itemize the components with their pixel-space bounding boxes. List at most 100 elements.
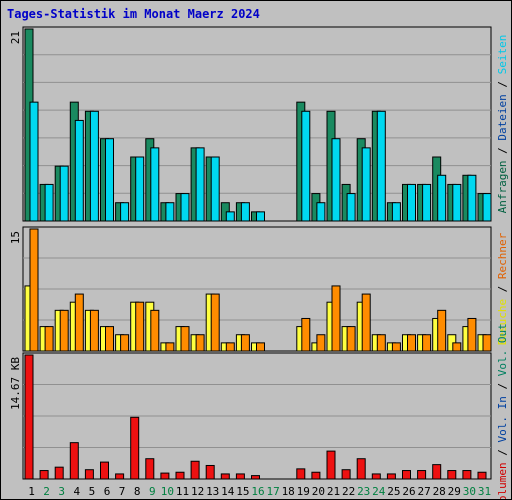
bar-rechner-day-13 [210, 293, 220, 352]
bar-volumen-day-13 [205, 464, 215, 480]
legend-separator: / [496, 376, 509, 396]
bar-dateien-day-12 [195, 147, 205, 222]
legend-entry-besuche: Besuche [496, 299, 509, 345]
bar-volumen-day-16 [251, 475, 260, 480]
x-tick-day-15: 15 [236, 485, 249, 498]
bar-volumen-day-10 [160, 472, 170, 480]
bar-rechner-day-9 [150, 309, 160, 352]
bar-volumen-day-24 [371, 473, 381, 480]
bar-dateien-day-20 [316, 202, 326, 222]
bar-rechner-day-19 [301, 317, 311, 352]
legend-separator: / [496, 442, 509, 462]
bar-rechner-day-27 [422, 334, 432, 352]
bar-dateien-day-30 [467, 174, 477, 222]
bar-volumen-day-27 [417, 470, 427, 480]
bar-dateien-day-13 [210, 156, 220, 222]
x-tick-day-23: 23 [357, 485, 370, 498]
x-tick-day-29: 29 [448, 485, 461, 498]
bar-rechner-day-21 [331, 285, 341, 352]
bar-rechner-day-8 [135, 301, 145, 352]
legend-entry-dateien: Dateien [496, 94, 509, 140]
x-tick-day-3: 3 [58, 485, 65, 498]
x-tick-day-27: 27 [417, 485, 430, 498]
x-tick-day-18: 18 [282, 485, 295, 498]
x-tick-day-22: 22 [342, 485, 355, 498]
bar-dateien-day-27 [422, 183, 432, 222]
bar-volumen-day-8 [130, 416, 140, 480]
bar-rechner-day-22 [346, 326, 356, 352]
bar-dateien-day-19 [301, 110, 311, 222]
bar-volumen-day-5 [84, 469, 94, 480]
bar-volumen-day-22 [341, 469, 351, 480]
bar-dateien-day-24 [376, 110, 386, 222]
x-tick-day-6: 6 [104, 485, 111, 498]
bar-dateien-day-9 [150, 147, 160, 222]
panel-2-max-label: 15 [9, 231, 22, 244]
bar-volumen-day-20 [311, 471, 321, 480]
bar-rechner-day-16 [256, 342, 265, 352]
bar-rechner-day-25 [391, 342, 401, 352]
bar-rechner-day-10 [165, 342, 175, 352]
x-tick-day-31: 31 [478, 485, 491, 498]
bar-dateien-day-29 [452, 183, 462, 222]
bar-rechner-day-7 [120, 334, 130, 352]
chart-title: Tages-Statistik im Monat Maerz 2024 [7, 7, 260, 21]
bar-dateien-day-14 [225, 211, 235, 222]
bar-dateien-day-28 [437, 174, 447, 222]
bar-rechner-day-15 [240, 334, 250, 352]
legend-entry-vol-in: Vol. In [496, 396, 509, 442]
panel-1-max-label: 21 [9, 31, 22, 44]
legend-entry-anfragen: Anfragen [496, 160, 509, 213]
bar-rechner-day-24 [376, 334, 386, 352]
x-tick-day-25: 25 [387, 485, 400, 498]
legend-separator: / [496, 279, 509, 299]
x-tick-day-4: 4 [73, 485, 80, 498]
bar-volumen-day-21 [326, 450, 336, 480]
bar-dateien-day-26 [407, 183, 416, 222]
bar-rechner-day-5 [89, 309, 99, 352]
bar-dateien-day-5 [89, 110, 99, 222]
bar-dateien-day-23 [361, 147, 371, 222]
bar-rechner-day-1 [29, 228, 39, 352]
bar-volumen-day-7 [115, 473, 125, 480]
x-tick-day-16: 16 [251, 485, 264, 498]
bar-dateien-day-10 [165, 202, 175, 222]
bar-rechner-day-28 [437, 309, 447, 352]
legend-entry-seiten: Seiten [496, 35, 509, 75]
x-tick-day-17: 17 [266, 485, 279, 498]
x-tick-day-12: 12 [191, 485, 204, 498]
bar-volumen-day-25 [386, 473, 396, 480]
bar-volumen-day-9 [145, 458, 155, 480]
x-tick-day-21: 21 [327, 485, 340, 498]
x-tick-day-2: 2 [43, 485, 50, 498]
bar-dateien-day-31 [482, 193, 492, 222]
bar-dateien-day-25 [391, 202, 401, 222]
x-tick-day-19: 19 [297, 485, 310, 498]
x-tick-day-5: 5 [89, 485, 96, 498]
bar-volumen-day-28 [432, 464, 442, 480]
panel-2-legend-label: Besuche / Rechner [496, 232, 509, 345]
bar-rechner-day-2 [44, 326, 54, 352]
bar-volumen-day-15 [235, 473, 245, 480]
bar-dateien-day-8 [135, 156, 145, 222]
bar-volumen-day-3 [54, 466, 64, 480]
bar-volumen-day-1 [24, 354, 34, 480]
bar-volumen-day-14 [220, 473, 230, 480]
legend-entry-volumen: Volumen [496, 462, 509, 499]
bar-rechner-day-3 [59, 309, 69, 352]
bar-rechner-day-6 [105, 326, 114, 352]
x-tick-day-8: 8 [134, 485, 141, 498]
bar-volumen-day-30 [462, 470, 472, 480]
bar-dateien-day-15 [240, 202, 250, 222]
bar-volumen-day-4 [69, 442, 79, 480]
bar-dateien-day-3 [59, 165, 69, 222]
panel-3-max-label: 14.67 KB [9, 357, 22, 410]
x-tick-day-10: 10 [161, 485, 174, 498]
bar-rechner-day-12 [195, 334, 205, 352]
bar-volumen-day-19 [296, 468, 306, 480]
bar-dateien-day-4 [74, 119, 84, 222]
legend-separator: / [496, 141, 509, 161]
bar-rechner-day-11 [180, 326, 190, 352]
bar-volumen-day-29 [447, 470, 457, 480]
bar-volumen-day-2 [39, 470, 49, 480]
